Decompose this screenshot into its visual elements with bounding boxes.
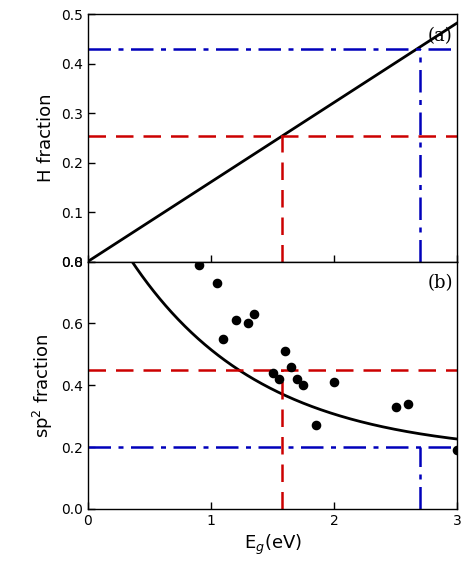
Point: [312, 421, 319, 430]
Point: [195, 260, 202, 269]
Point: [213, 279, 221, 288]
Point: [232, 316, 239, 325]
X-axis label: E$_g$(eV): E$_g$(eV): [244, 533, 301, 558]
Y-axis label: sp$^2$ fraction: sp$^2$ fraction: [31, 333, 55, 438]
Point: [269, 369, 276, 378]
Point: [250, 309, 258, 319]
Point: [404, 399, 412, 408]
Point: [454, 446, 461, 455]
Point: [287, 362, 295, 371]
Point: [300, 381, 307, 390]
Text: (a): (a): [428, 26, 453, 45]
Point: [281, 347, 289, 356]
Point: [275, 374, 283, 384]
Point: [219, 334, 227, 343]
Point: [293, 374, 301, 384]
Y-axis label: H fraction: H fraction: [37, 94, 55, 182]
Point: [392, 402, 400, 412]
Text: (b): (b): [428, 274, 453, 292]
Point: [244, 319, 252, 328]
Point: [330, 378, 338, 387]
